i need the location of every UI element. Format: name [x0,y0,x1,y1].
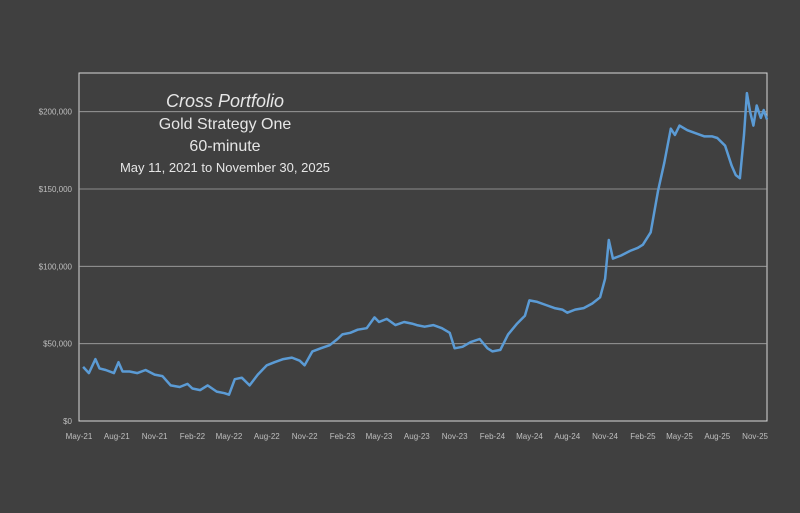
x-tick-label: Aug-23 [404,432,430,441]
x-tick-label: Aug-24 [554,432,580,441]
x-tick-label: May-24 [516,432,543,441]
x-tick-label: Aug-25 [704,432,730,441]
y-tick-label: $50,000 [43,340,72,349]
x-tick-label: Nov-25 [742,432,768,441]
x-tick-label: Nov-21 [142,432,168,441]
x-tick-label: Feb-22 [180,432,206,441]
chart-subtitle-timeframe: 60-minute [189,138,261,155]
y-tick-label: $100,000 [39,262,73,271]
chart-title: Cross Portfolio [165,91,285,111]
y-tick-label: $200,000 [39,108,73,117]
x-tick-label: May-22 [216,432,243,441]
x-tick-label: Feb-25 [630,432,656,441]
x-tick-label: Nov-22 [292,432,318,441]
x-tick-label: Aug-22 [254,432,280,441]
chart-subtitle-strategy: Gold Strategy One [158,116,292,133]
x-tick-label: Nov-24 [592,432,618,441]
equity-curve-line [82,91,769,396]
x-tick-label: Nov-23 [442,432,468,441]
y-tick-label: $0 [63,417,72,426]
x-tick-label: May-21 [66,432,93,441]
y-tick-label: $150,000 [39,185,73,194]
chart-subtitle-daterange: May 11, 2021 to November 30, 2025 [119,160,331,175]
plot-area [78,72,768,422]
x-tick-label: Feb-23 [330,432,356,441]
x-tick-label: Aug-21 [104,432,130,441]
x-tick-label: May-23 [366,432,393,441]
x-tick-label: Feb-24 [480,432,506,441]
x-tick-label: May-25 [666,432,693,441]
